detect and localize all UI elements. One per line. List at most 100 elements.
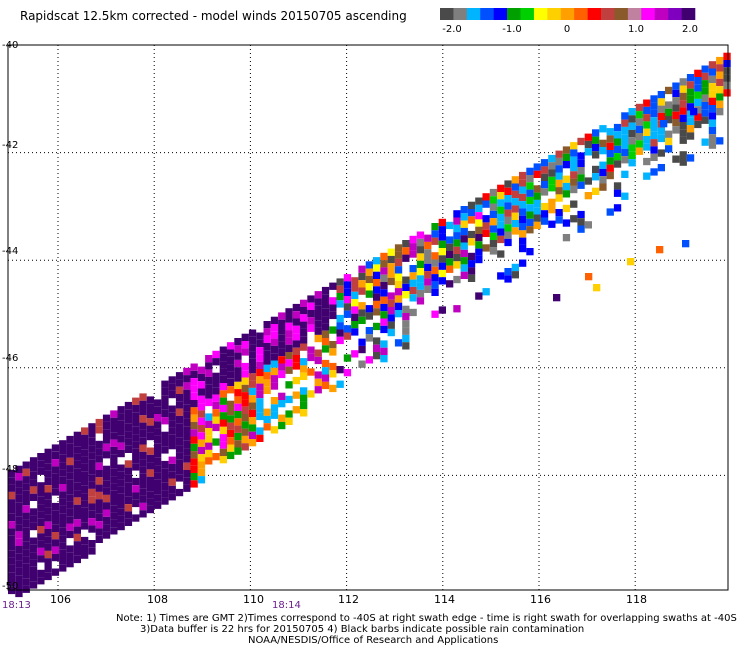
wind-cell — [154, 414, 162, 422]
wind-cell — [73, 475, 81, 483]
wind-cell — [592, 173, 600, 181]
wind-cell — [37, 496, 45, 505]
wind-cell — [183, 462, 191, 470]
wind-cell — [15, 538, 23, 546]
wind-cell — [102, 480, 111, 488]
wind-cell — [248, 344, 257, 352]
wind-cell — [416, 282, 425, 290]
wind-cell — [102, 421, 111, 430]
wind-cell — [373, 286, 381, 294]
wind-cell — [657, 105, 665, 113]
wind-cell — [205, 355, 213, 363]
wind-cell — [183, 426, 191, 434]
wind-cell — [548, 169, 556, 177]
wind-cell — [672, 89, 680, 98]
wind-cell — [44, 463, 52, 471]
wind-cell — [351, 277, 359, 285]
wind-cell — [197, 446, 206, 455]
wind-cell — [270, 331, 279, 339]
wind-cell — [314, 298, 322, 306]
wind-cell — [51, 466, 60, 474]
wind-cell — [81, 449, 89, 457]
wind-cell — [387, 299, 395, 307]
wind-cell — [190, 436, 198, 444]
wind-cell — [22, 534, 30, 542]
wind-cell — [387, 248, 395, 256]
wind-cell — [219, 361, 227, 369]
wind-cell — [380, 347, 388, 355]
wind-cell — [227, 444, 235, 452]
wind-cell — [540, 166, 549, 174]
wind-cell — [88, 540, 96, 548]
wind-cell — [416, 246, 425, 254]
wind-cell — [132, 492, 140, 500]
wind-cell — [44, 536, 52, 544]
wind-cell — [110, 446, 118, 455]
wind-cell — [599, 183, 607, 191]
wind-cell — [577, 210, 585, 219]
wind-cell — [22, 585, 30, 593]
wind-cell — [621, 141, 629, 149]
wind-cell — [628, 151, 636, 160]
wind-cell — [314, 356, 322, 365]
wind-cell — [88, 518, 96, 526]
wind-cell — [621, 134, 629, 142]
wind-cell — [343, 288, 352, 296]
wind-cell — [154, 487, 162, 495]
wind-cell — [285, 366, 293, 374]
wind-cell — [44, 507, 52, 515]
wind-cell — [190, 451, 198, 459]
wind-cell — [584, 177, 592, 185]
wind-cell — [628, 108, 636, 116]
wind-cell — [314, 320, 322, 328]
wind-cell — [234, 374, 242, 382]
wind-cell — [686, 117, 695, 126]
wind-cell — [124, 467, 133, 475]
wind-cell — [270, 382, 279, 390]
wind-cell — [548, 206, 556, 214]
wind-cell — [263, 415, 271, 424]
wind-cell — [102, 465, 111, 473]
wind-cell — [22, 578, 30, 586]
wind-cell — [482, 229, 490, 237]
wind-cell — [22, 541, 30, 550]
wind-cell — [365, 283, 373, 291]
wind-cell — [694, 84, 702, 92]
wind-cell — [139, 488, 147, 496]
wind-cell — [672, 126, 680, 134]
wind-cell — [205, 376, 213, 385]
wind-cell — [51, 532, 60, 540]
wind-cell — [256, 332, 264, 340]
wind-cell — [497, 192, 505, 200]
wind-cell — [161, 497, 169, 505]
lon-label: 106 — [50, 593, 71, 606]
wind-cell — [197, 410, 206, 418]
wind-cell — [110, 505, 118, 513]
wind-cell — [467, 260, 476, 268]
wind-cell — [88, 481, 96, 489]
wind-cell — [686, 88, 695, 96]
wind-cell — [219, 419, 227, 427]
wind-cell — [475, 234, 483, 242]
time-label: 18:14 — [272, 600, 301, 611]
wind-cell — [373, 271, 381, 279]
wind-cell — [292, 333, 300, 341]
wind-cell — [66, 552, 74, 560]
wind-cell — [489, 210, 498, 219]
wind-cell — [475, 197, 483, 205]
wind-cell — [657, 134, 665, 143]
colorbar-swatch — [493, 8, 508, 20]
wind-cell — [307, 353, 315, 362]
wind-cell — [380, 274, 388, 282]
wind-cell — [504, 202, 512, 210]
wind-cell — [424, 249, 432, 257]
wind-cell — [460, 213, 468, 221]
wind-cell — [394, 258, 403, 267]
wind-cell — [219, 346, 227, 354]
wind-cell — [95, 455, 103, 463]
wind-cell — [548, 176, 556, 185]
wind-cell — [511, 176, 519, 184]
wind-cell — [570, 171, 578, 179]
wind-cell — [599, 168, 607, 177]
